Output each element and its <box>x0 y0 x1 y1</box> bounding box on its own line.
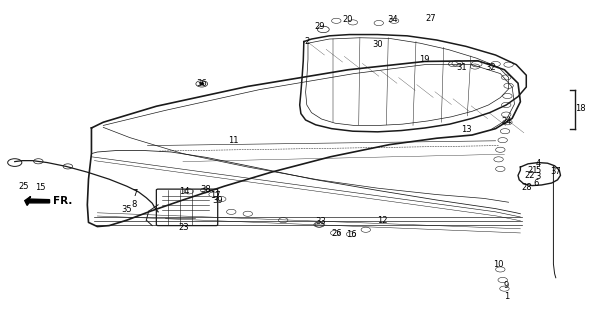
Text: 39: 39 <box>212 196 222 204</box>
Text: 5: 5 <box>536 166 540 175</box>
Polygon shape <box>25 196 50 205</box>
Text: 26: 26 <box>331 229 342 238</box>
Text: 29: 29 <box>314 22 325 31</box>
Circle shape <box>200 83 204 85</box>
Text: 15: 15 <box>35 183 45 192</box>
Text: 20: 20 <box>343 15 353 24</box>
Text: 33: 33 <box>315 217 326 226</box>
Text: 32: 32 <box>486 63 496 72</box>
Text: 16: 16 <box>346 230 356 239</box>
Text: 37: 37 <box>550 167 561 176</box>
Text: 4: 4 <box>536 159 540 168</box>
Text: 38: 38 <box>200 185 211 194</box>
Text: 1: 1 <box>504 292 509 301</box>
Text: 34: 34 <box>387 15 398 24</box>
Text: 30: 30 <box>372 40 383 49</box>
Text: 22: 22 <box>525 171 535 180</box>
Text: 10: 10 <box>493 260 504 269</box>
Text: 12: 12 <box>377 216 388 225</box>
Text: 25: 25 <box>18 182 29 191</box>
Text: 18: 18 <box>575 104 586 113</box>
Text: 24: 24 <box>501 117 512 126</box>
Text: 14: 14 <box>179 188 189 196</box>
Text: 11: 11 <box>228 136 238 145</box>
Text: 17: 17 <box>210 191 221 200</box>
Text: 2: 2 <box>304 37 309 46</box>
Text: 13: 13 <box>461 125 471 134</box>
Text: 19: 19 <box>419 55 430 64</box>
Text: 31: 31 <box>456 63 467 72</box>
Text: 3: 3 <box>535 172 541 181</box>
Text: 7: 7 <box>132 189 137 198</box>
Text: 35: 35 <box>122 205 132 214</box>
Text: 8: 8 <box>132 200 137 209</box>
Text: 9: 9 <box>504 281 509 290</box>
Text: 23: 23 <box>179 223 189 232</box>
Text: 6: 6 <box>533 179 539 188</box>
Text: 28: 28 <box>521 183 532 192</box>
Text: FR.: FR. <box>53 196 73 206</box>
Text: 36: 36 <box>196 79 207 88</box>
Text: 21: 21 <box>527 166 537 175</box>
Text: 27: 27 <box>425 14 436 23</box>
